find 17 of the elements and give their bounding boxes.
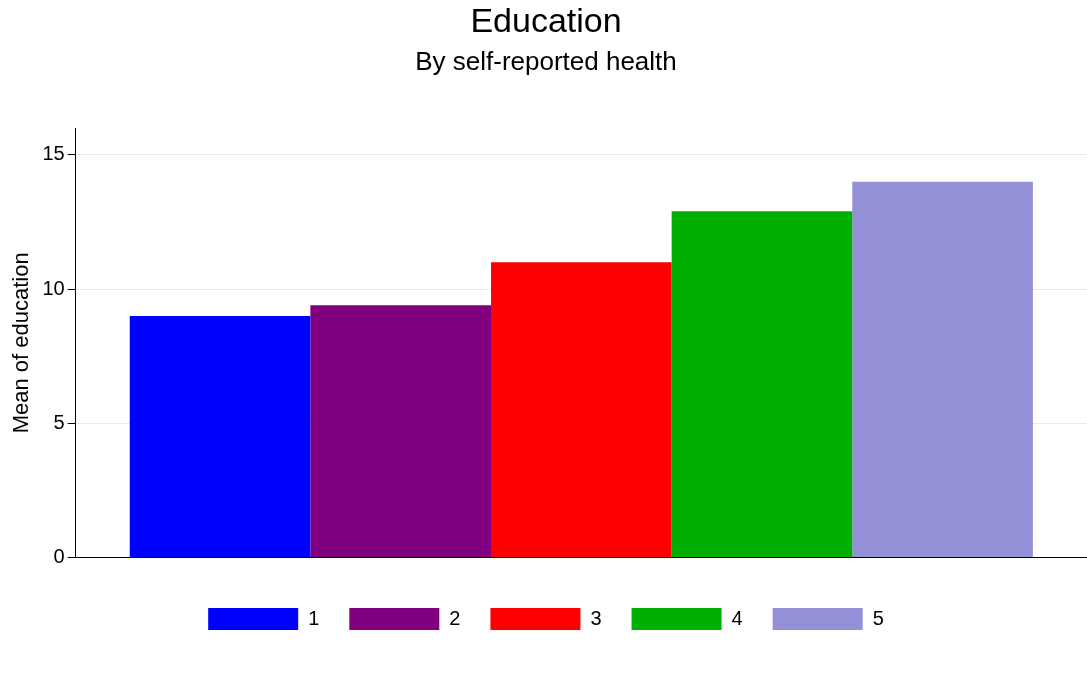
y-tick-label: 0: [53, 545, 65, 568]
legend-label: 4: [731, 606, 743, 629]
y-tick-label: 5: [53, 410, 65, 433]
y-tick-label: 10: [42, 276, 65, 299]
legend-label: 3: [590, 606, 602, 629]
bar: [852, 181, 1033, 558]
bar: [491, 262, 672, 558]
bar: [671, 211, 853, 558]
legend-label: 1: [308, 606, 320, 629]
y-axis-title: Mean of education: [8, 252, 34, 434]
bar: [310, 305, 492, 558]
chart-subtitle: By self-reported health: [415, 45, 677, 76]
legend-label: 2: [449, 606, 461, 629]
legend-label: 5: [872, 606, 884, 629]
bar: [129, 315, 311, 558]
y-tick-label: 15: [42, 142, 65, 165]
chart-title: Education: [470, 0, 622, 39]
